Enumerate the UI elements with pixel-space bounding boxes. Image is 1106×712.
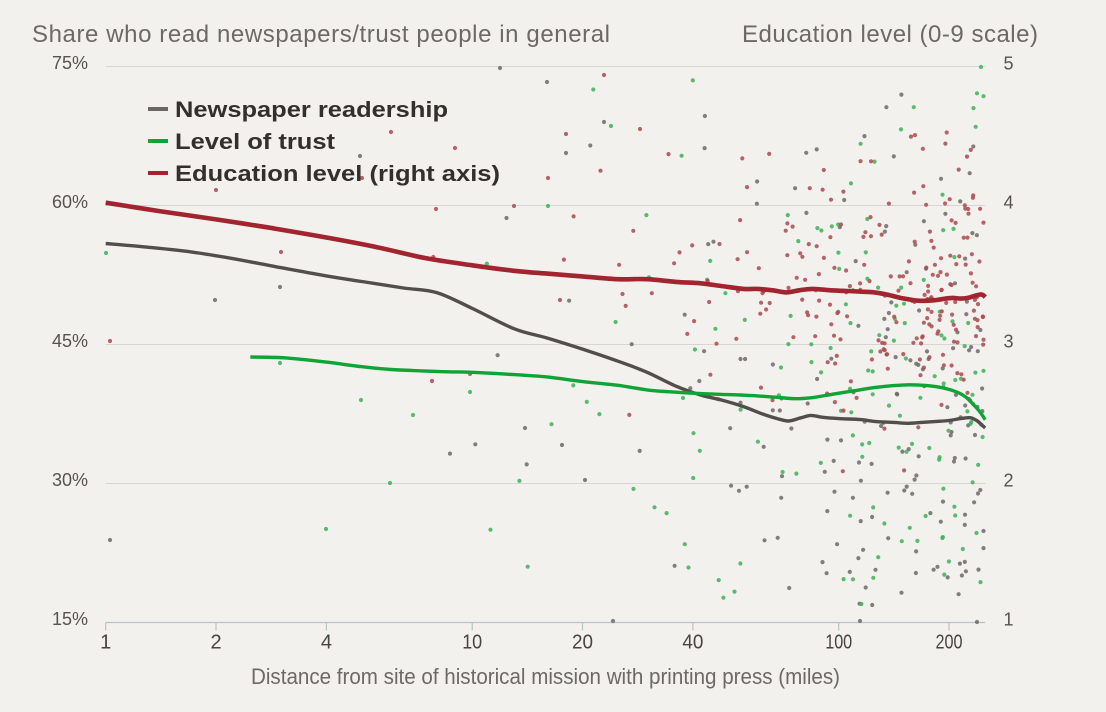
svg-text:20: 20 <box>572 632 593 654</box>
svg-text:3: 3 <box>1003 332 1013 352</box>
svg-text:2: 2 <box>210 632 221 654</box>
svg-text:Distance from site of historic: Distance from site of historical mission… <box>251 664 840 689</box>
svg-text:30%: 30% <box>52 470 88 490</box>
svg-text:75%: 75% <box>52 53 88 73</box>
svg-text:100: 100 <box>825 632 852 654</box>
svg-text:Education level (0-9 scale): Education level (0-9 scale) <box>742 21 1038 48</box>
svg-text:60%: 60% <box>52 192 88 212</box>
svg-text:Education level (right axis): Education level (right axis) <box>175 161 500 186</box>
svg-text:2: 2 <box>1003 471 1013 491</box>
svg-text:200: 200 <box>936 632 963 654</box>
svg-text:Share who read newspapers/trus: Share who read newspapers/trust people i… <box>32 21 610 48</box>
svg-text:1: 1 <box>1003 610 1013 630</box>
svg-text:1: 1 <box>100 632 111 654</box>
svg-text:4: 4 <box>321 632 332 654</box>
svg-text:45%: 45% <box>52 331 88 351</box>
svg-text:15%: 15% <box>52 609 88 629</box>
svg-text:Newspaper readership: Newspaper readership <box>175 97 448 122</box>
svg-text:Level of trust: Level of trust <box>175 129 336 154</box>
svg-text:4: 4 <box>1003 193 1013 213</box>
svg-text:40: 40 <box>682 632 703 654</box>
svg-text:10: 10 <box>462 632 482 654</box>
svg-text:5: 5 <box>1003 54 1013 74</box>
